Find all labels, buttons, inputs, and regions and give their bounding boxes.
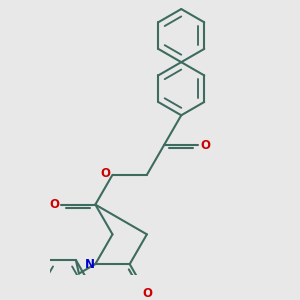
Text: N: N	[85, 258, 95, 271]
Text: O: O	[49, 198, 59, 211]
Text: O: O	[100, 167, 111, 180]
Text: O: O	[142, 287, 152, 300]
Text: O: O	[200, 139, 210, 152]
